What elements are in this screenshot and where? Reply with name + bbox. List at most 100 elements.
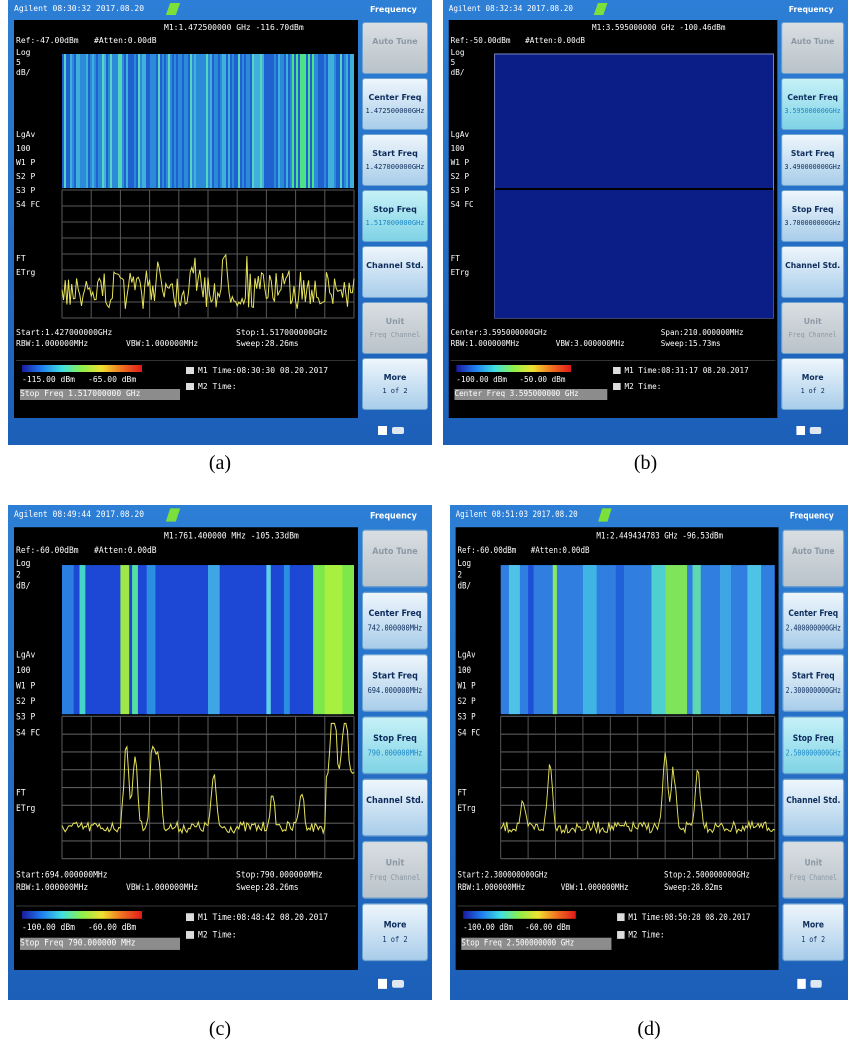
color-min: -100.00 dBm	[22, 922, 75, 933]
color-min: -100.00 dBm	[456, 375, 507, 385]
footer-left: Start:694.000000MHz	[16, 870, 108, 881]
rbw: RBW:1.000000MHz	[458, 882, 526, 893]
spectrogram-band	[120, 54, 122, 188]
softkey: Auto Tune	[362, 529, 428, 587]
softkey-value: 2.300000000GHz	[783, 686, 843, 695]
spectrogram-band	[336, 54, 338, 188]
spectrogram-band	[148, 54, 150, 188]
spectrogram-band	[178, 54, 180, 188]
spectrogram-band	[114, 54, 116, 188]
entry-field: Stop Freq 790.000000 MHz	[20, 938, 180, 950]
softkey: More1 of 2	[362, 358, 428, 410]
spectrogram-band	[266, 54, 268, 188]
footer-right: Stop:790.000000MHz	[236, 870, 323, 881]
softkey: UnitFreq Channel	[782, 841, 844, 899]
softkey: Channel Std.	[782, 779, 844, 837]
trace-area	[495, 190, 774, 318]
softkey: More1 of 2	[781, 358, 844, 410]
softkey-label: Center Freq	[363, 608, 427, 618]
entry-field: Stop Freq 2.500000000 GHz	[461, 938, 611, 950]
spectrogram-band	[144, 54, 146, 188]
spectrogram-band	[126, 54, 128, 188]
footer-left: Start:2.300000000GHz	[458, 870, 548, 881]
spectrogram-band	[130, 54, 132, 188]
info-box: -100.00 dBm-60.00 dBmStop Freq 790.00000…	[16, 905, 356, 968]
spectrogram-band	[142, 54, 144, 188]
softkey-label: Auto Tune	[363, 546, 427, 556]
rbw: RBW:1.000000MHz	[16, 882, 88, 893]
m2-icon	[186, 931, 194, 939]
m2-icon	[613, 383, 621, 390]
spectrogram-band	[226, 54, 228, 188]
spectrogram-band	[306, 54, 308, 188]
sweep: Sweep:28.82ms	[664, 882, 723, 893]
spectrogram-band	[198, 54, 200, 188]
softkey-value: 3.700000000GHz	[782, 219, 843, 227]
spectrogram-band	[76, 54, 78, 188]
page: {"panels":[ {"caption":"(a)","status":"A…	[0, 0, 852, 1049]
spectrogram-band	[162, 54, 164, 188]
spectrogram-band	[294, 54, 296, 188]
spectrogram-band	[186, 54, 188, 188]
softkey-label: Auto Tune	[783, 546, 843, 556]
spectrogram-band	[284, 565, 290, 714]
spectrogram-band	[180, 54, 182, 188]
softkey-value: 1.472500000GHz	[363, 107, 427, 115]
spectrogram-band	[238, 54, 240, 188]
softkey-value: 3.595000000GHz	[782, 107, 843, 115]
spectrogram-band	[350, 54, 352, 188]
softkey: Start Freq2.300000000GHz	[782, 654, 844, 712]
m2-time: M2 Time:	[624, 382, 661, 392]
spectrogram-band	[693, 565, 701, 714]
status-icon	[392, 427, 404, 434]
softkey-label: Stop Freq	[783, 733, 843, 743]
spectrogram-band	[220, 54, 222, 188]
m2-icon	[617, 931, 625, 939]
spectrogram-band	[158, 54, 160, 188]
m1-time: M1 Time:08:50:28 08.20.2017	[628, 912, 750, 923]
spectrogram-band	[328, 54, 330, 188]
spectrogram-band	[501, 565, 775, 714]
caption: (b)	[634, 452, 657, 475]
spectrogram-band	[88, 54, 90, 188]
spectrogram-band	[248, 54, 250, 188]
softkey: UnitFreq Channel	[781, 302, 844, 354]
spectrogram-band	[332, 54, 334, 188]
softkey-label: More	[363, 373, 427, 382]
softkey-value: 1 of 2	[363, 935, 427, 944]
spectrogram-band	[138, 54, 140, 188]
softkey-label: Start Freq	[363, 671, 427, 681]
color-scale	[463, 911, 576, 919]
spectrogram-band	[116, 54, 118, 188]
vbw: VBW:1.000000MHz	[126, 339, 198, 349]
spectrogram-band	[118, 54, 120, 188]
spectrogram-band	[270, 54, 272, 188]
spectrogram-band	[164, 54, 166, 188]
spectrogram-band	[308, 54, 310, 188]
spectrogram-band	[204, 54, 206, 188]
spectrogram-band	[206, 54, 208, 188]
color-min: -115.00 dBm	[22, 375, 75, 385]
spectrogram-band	[300, 54, 302, 188]
spectrogram-band	[200, 54, 202, 188]
softkey-label: More	[782, 373, 843, 382]
spectrogram-band	[96, 54, 98, 188]
spectrogram-band	[314, 54, 316, 188]
softkey-label: Auto Tune	[363, 37, 427, 46]
softkey-label: Unit	[783, 858, 843, 868]
spectrogram-band	[240, 54, 242, 188]
display	[14, 527, 358, 861]
caption: (c)	[209, 1018, 231, 1041]
menu-title: Frequency	[790, 511, 834, 522]
caption: (a)	[209, 452, 231, 475]
status-bar: Agilent 08:30:32 2017.08.20	[14, 4, 144, 14]
footer-left: Start:1.427000000GHz	[16, 328, 112, 338]
status-icon	[166, 3, 180, 15]
status-icon	[378, 426, 387, 435]
spectrogram-band	[272, 54, 274, 188]
softkey-value: 2.400000000GHz	[783, 624, 843, 633]
spectrogram-band	[320, 54, 322, 188]
spectrogram-band	[304, 54, 306, 188]
